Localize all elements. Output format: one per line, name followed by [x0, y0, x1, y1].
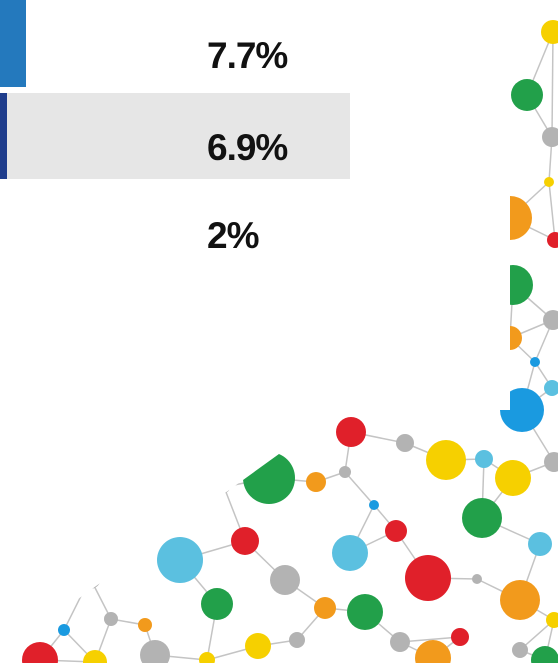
network-node — [500, 580, 540, 620]
network-node — [531, 646, 558, 663]
network-edge — [552, 32, 553, 137]
page: 7.7% 6.9% 2% (() => { const data = JSON.… — [0, 0, 558, 663]
network-node — [306, 472, 326, 492]
network-node — [243, 452, 295, 504]
network-node — [475, 450, 493, 468]
network-node — [231, 527, 259, 555]
network-node — [541, 20, 558, 44]
network-edge — [549, 182, 555, 240]
network-node — [542, 127, 558, 147]
network-node — [58, 624, 70, 636]
network-node — [498, 326, 522, 350]
network-node — [544, 380, 558, 396]
value-label: 2% — [207, 215, 259, 256]
network-node — [157, 537, 203, 583]
bar — [0, 0, 26, 87]
network-node — [339, 466, 351, 478]
network-node — [396, 434, 414, 452]
network-node — [511, 79, 543, 111]
network-node — [544, 177, 554, 187]
value-label: 7.7% — [207, 35, 287, 76]
network-node — [530, 357, 540, 367]
network-node — [245, 633, 271, 659]
network-node — [544, 452, 558, 472]
bar — [0, 93, 7, 179]
network-node — [528, 532, 552, 556]
network-node — [347, 594, 383, 630]
network-node — [405, 555, 451, 601]
network-node — [462, 498, 502, 538]
network-node — [332, 535, 368, 571]
network-node — [547, 232, 558, 248]
network-node — [199, 652, 215, 663]
value-label: 6.9% — [207, 127, 287, 168]
network-node — [369, 500, 379, 510]
network-node — [314, 597, 336, 619]
network-node — [472, 574, 482, 584]
network-node — [83, 650, 107, 663]
network-node — [415, 640, 451, 663]
network-node — [500, 388, 544, 432]
network-node — [140, 640, 170, 663]
network-node — [493, 265, 533, 305]
network-node — [201, 588, 233, 620]
network-edge — [345, 472, 374, 505]
network-node — [104, 612, 118, 626]
network-node — [495, 460, 531, 496]
network-node — [79, 567, 101, 589]
row-highlight — [0, 93, 350, 179]
network-node — [385, 520, 407, 542]
network-node — [218, 481, 230, 493]
network-node — [512, 642, 528, 658]
network-node — [270, 565, 300, 595]
network-node — [426, 440, 466, 480]
network-node — [390, 632, 410, 652]
network-edge — [64, 578, 90, 630]
screen: 7.7% 6.9% 2% — [0, 0, 558, 663]
network-node — [336, 417, 366, 447]
network-node — [451, 628, 469, 646]
network-node — [488, 196, 532, 240]
network-node — [289, 632, 305, 648]
network-node — [138, 618, 152, 632]
